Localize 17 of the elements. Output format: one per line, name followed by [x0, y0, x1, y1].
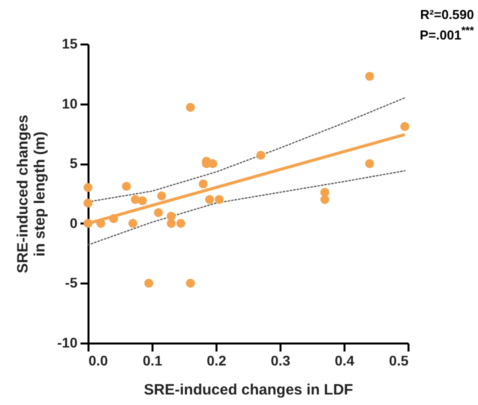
y-tick-label: 10: [62, 95, 78, 112]
x-tick-label: 0.2: [206, 352, 226, 368]
y-axis-title: SRE-induced changes in step length (m): [14, 114, 48, 274]
text: R²=0.590: [420, 6, 474, 23]
x-tick-label: 0.1: [142, 352, 162, 368]
x-axis-title: SRE-induced changes in LDF: [144, 382, 354, 398]
x-tick-label: 0.4: [334, 352, 354, 368]
y-tick-label: 0: [70, 214, 78, 231]
x-tick-label: 0.0: [88, 352, 108, 368]
line-series: [87, 170, 406, 246]
y-tick-label: 5: [70, 155, 78, 172]
y-tick-label: -5: [65, 274, 78, 291]
x-tick-label: 0.3: [270, 352, 290, 368]
y-tick-label: -10: [57, 334, 78, 350]
text: P=.001$^{***}$: [420, 24, 474, 44]
x-tick-label: 0.5: [389, 352, 409, 368]
y-tick-label: 15: [62, 36, 78, 52]
